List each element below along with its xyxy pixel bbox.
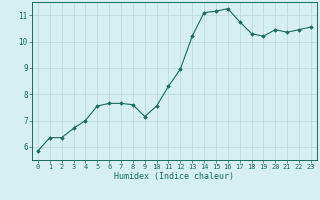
X-axis label: Humidex (Indice chaleur): Humidex (Indice chaleur) xyxy=(115,172,234,181)
